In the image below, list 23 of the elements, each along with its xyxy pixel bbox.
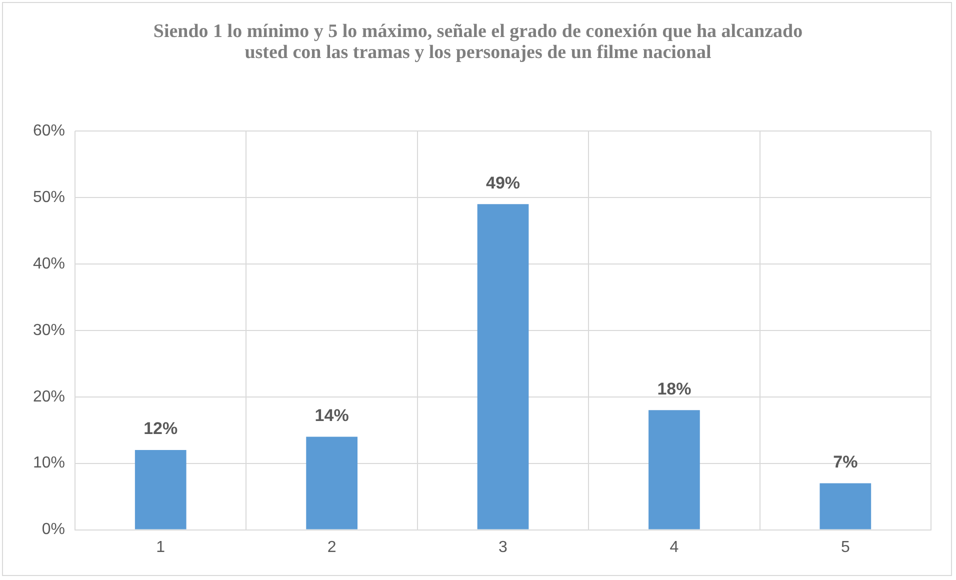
y-tick-label: 60% xyxy=(32,122,66,140)
y-tick-label: 50% xyxy=(32,188,66,206)
data-label: 49% xyxy=(486,173,520,192)
y-tick-label: 10% xyxy=(32,454,66,472)
x-tick-label: 3 xyxy=(498,538,508,556)
x-tick-label: 5 xyxy=(840,538,850,556)
data-label: 18% xyxy=(657,379,692,398)
bar xyxy=(134,450,186,530)
y-tick-label: 20% xyxy=(32,388,66,406)
bar xyxy=(477,204,529,530)
x-tick-label: 2 xyxy=(327,538,336,556)
data-label: 7% xyxy=(833,452,858,472)
x-tick-label: 1 xyxy=(156,538,166,556)
x-tick-label: 4 xyxy=(670,538,679,556)
bar xyxy=(648,410,700,530)
chart-title: Siendo 1 lo mínimo y 5 lo máximo, señale el grado de conexión que ha alcanzado usted con las tramas y los personajes de un filme nacional xyxy=(153,21,803,63)
y-tick-label: 0% xyxy=(42,521,66,538)
y-tick-label: 40% xyxy=(32,255,66,272)
bar xyxy=(820,483,872,530)
data-label: 12% xyxy=(144,419,178,438)
y-tick-label: 30% xyxy=(32,322,66,339)
bar xyxy=(306,436,358,530)
data-label: 14% xyxy=(314,406,349,425)
